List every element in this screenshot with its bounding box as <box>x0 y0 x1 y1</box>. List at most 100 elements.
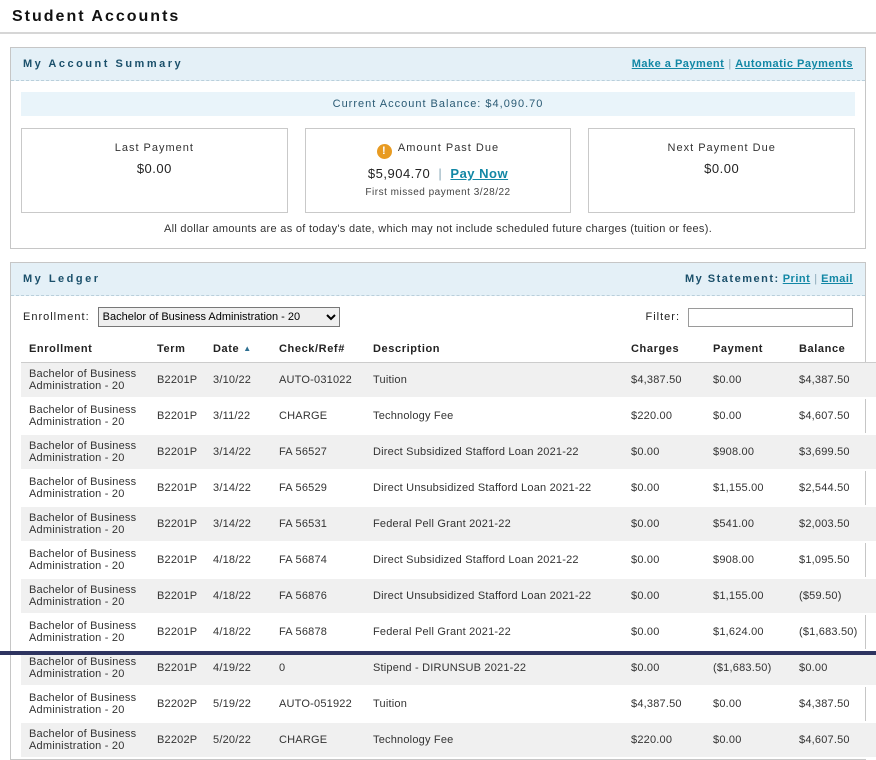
cell-balance: $0.00 <box>799 662 828 674</box>
cell-charges: $0.00 <box>631 662 660 674</box>
cell-check-ref: CHARGE <box>279 410 328 422</box>
cell-payment: $1,155.00 <box>713 590 764 602</box>
column-header-term[interactable]: Term <box>149 336 205 363</box>
enrollment-label: Enrollment: <box>23 311 90 323</box>
cell-enrollment: Bachelor of Business Administration - 20 <box>29 584 137 608</box>
summary-footnote: All dollar amounts are as of today's dat… <box>163 223 713 235</box>
column-header-check-ref[interactable]: Check/Ref# <box>271 336 365 363</box>
cell-term: B2201P <box>157 554 198 566</box>
cell-enrollment: Bachelor of Business Administration - 20 <box>29 404 137 428</box>
ledger-controls: Enrollment: Bachelor of Business Adminis… <box>11 296 865 331</box>
header-row: Enrollment Term Date ▲ Check/Ref# Descrip… <box>21 336 876 363</box>
column-header-date[interactable]: Date ▲ <box>205 336 271 363</box>
cell-enrollment: Bachelor of Business Administration - 20 <box>29 692 137 716</box>
cell-description: Federal Pell Grant 2021-22 <box>373 518 511 530</box>
sort-ascending-icon: ▲ <box>243 344 252 353</box>
automatic-payments-link[interactable]: Automatic Payments <box>735 58 853 70</box>
cell-date: 4/18/22 <box>213 626 252 638</box>
cell-balance: $3,699.50 <box>799 446 850 458</box>
amount-divider: | <box>438 166 443 181</box>
my-statement-label: My Statement: <box>684 273 780 285</box>
cell-balance: $4,607.50 <box>799 410 850 422</box>
page-title: Student Accounts <box>0 0 876 34</box>
cell-term: B2201P <box>157 590 198 602</box>
cell-term: B2201P <box>157 410 198 422</box>
cell-payment: $1,624.00 <box>713 626 764 638</box>
cell-description: Federal Pell Grant 2021-22 <box>373 626 511 638</box>
cell-enrollment: Bachelor of Business Administration - 20 <box>29 512 137 536</box>
cell-charges: $220.00 <box>631 410 673 422</box>
last-payment-label: Last Payment <box>114 142 194 154</box>
cell-charges: $220.00 <box>631 734 673 746</box>
statement-divider: | <box>814 273 818 285</box>
account-summary-header: My Account Summary Make a Payment | Automa… <box>11 48 865 81</box>
cell-payment: $0.00 <box>713 698 742 710</box>
cell-payment: $908.00 <box>713 554 755 566</box>
cell-balance: $2,003.50 <box>799 518 850 530</box>
cell-payment: $908.00 <box>713 446 755 458</box>
cell-term: B2201P <box>157 446 198 458</box>
column-header-description[interactable]: Description <box>365 336 623 363</box>
cell-balance: $2,544.50 <box>799 482 850 494</box>
cell-charges: $4,387.50 <box>631 698 682 710</box>
table-row: Bachelor of Business Administration - 20… <box>21 614 876 650</box>
cell-charges: $0.00 <box>631 482 660 494</box>
amount-past-due-card: ! Amount Past Due $5,904.70 | Pay Now Fir… <box>304 128 572 213</box>
next-payment-due-label: Next Payment Due <box>667 142 776 154</box>
cell-date: 3/14/22 <box>213 482 252 494</box>
amount-past-due-amount: $5,904.70 <box>367 166 431 181</box>
cell-charges: $0.00 <box>631 518 660 530</box>
cell-term: B2202P <box>157 698 198 710</box>
cell-term: B2201P <box>157 662 198 674</box>
cell-balance: $4,387.50 <box>799 374 850 386</box>
alert-icon: ! <box>376 144 392 159</box>
table-row: Bachelor of Business Administration - 20… <box>21 686 876 722</box>
cell-check-ref: FA 56531 <box>279 518 328 530</box>
pay-now-link[interactable]: Pay Now <box>450 166 509 181</box>
ledger-title: My Ledger <box>23 273 101 285</box>
table-row: Bachelor of Business Administration - 20… <box>21 470 876 506</box>
cell-description: Stipend - DIRUNSUB 2021-22 <box>373 662 527 674</box>
enrollment-select[interactable]: Bachelor of Business Administration - 20 <box>97 307 340 327</box>
cell-charges: $0.00 <box>631 446 660 458</box>
cell-description: Direct Subsidized Stafford Loan 2021-22 <box>373 554 579 566</box>
table-row: Bachelor of Business Administration - 20… <box>21 542 876 578</box>
cell-payment: ($1,683.50) <box>713 662 772 674</box>
cell-enrollment: Bachelor of Business Administration - 20 <box>29 656 137 680</box>
print-link[interactable]: Print <box>782 273 811 285</box>
column-header-enrollment[interactable]: Enrollment <box>21 336 149 363</box>
make-a-payment-link[interactable]: Make a Payment <box>631 58 725 70</box>
last-payment-card: Last Payment $0.00 <box>21 128 288 213</box>
cell-enrollment: Bachelor of Business Administration - 20 <box>29 368 137 392</box>
cell-date: 3/14/22 <box>213 446 252 458</box>
cell-charges: $0.00 <box>631 554 660 566</box>
table-row: Bachelor of Business Administration - 20… <box>21 722 876 758</box>
column-header-charges[interactable]: Charges <box>623 336 705 363</box>
amount-past-due-amount-line: $5,904.70 | Pay Now <box>314 166 563 181</box>
cell-check-ref: FA 56876 <box>279 590 328 602</box>
cell-payment: $541.00 <box>713 518 755 530</box>
filter-input[interactable] <box>688 307 853 327</box>
current-account-balance: Current Account Balance: $4,090.70 <box>21 92 855 116</box>
cell-date: 3/11/22 <box>213 410 251 422</box>
cell-description: Direct Subsidized Stafford Loan 2021-22 <box>373 446 579 458</box>
cell-term: B2201P <box>157 518 198 530</box>
payment-cards: Last Payment $0.00 ! Amount Past Due $5,9… <box>21 128 856 213</box>
column-header-balance[interactable]: Balance <box>791 336 876 363</box>
ledger-rows: Bachelor of Business Administration - 20… <box>21 362 876 758</box>
ledger-table: Enrollment Term Date ▲ Check/Ref# Descrip… <box>21 336 876 759</box>
cell-description: Tuition <box>373 374 408 386</box>
cell-payment: $1,155.00 <box>713 482 764 494</box>
table-row: Bachelor of Business Administration - 20… <box>21 506 876 542</box>
cell-check-ref: CHARGE <box>279 734 328 746</box>
filter-label: Filter: <box>645 311 680 323</box>
ledger-header: My Ledger My Statement: Print | Email <box>11 263 865 296</box>
last-payment-amount: $0.00 <box>136 161 172 176</box>
table-row: Bachelor of Business Administration - 20… <box>21 362 876 398</box>
cell-check-ref: AUTO-031022 <box>279 374 352 386</box>
cell-enrollment: Bachelor of Business Administration - 20 <box>29 476 137 500</box>
email-link[interactable]: Email <box>821 273 853 285</box>
column-header-payment[interactable]: Payment <box>705 336 791 363</box>
table-row: Bachelor of Business Administration - 20… <box>21 398 876 434</box>
cell-term: B2201P <box>157 374 198 386</box>
